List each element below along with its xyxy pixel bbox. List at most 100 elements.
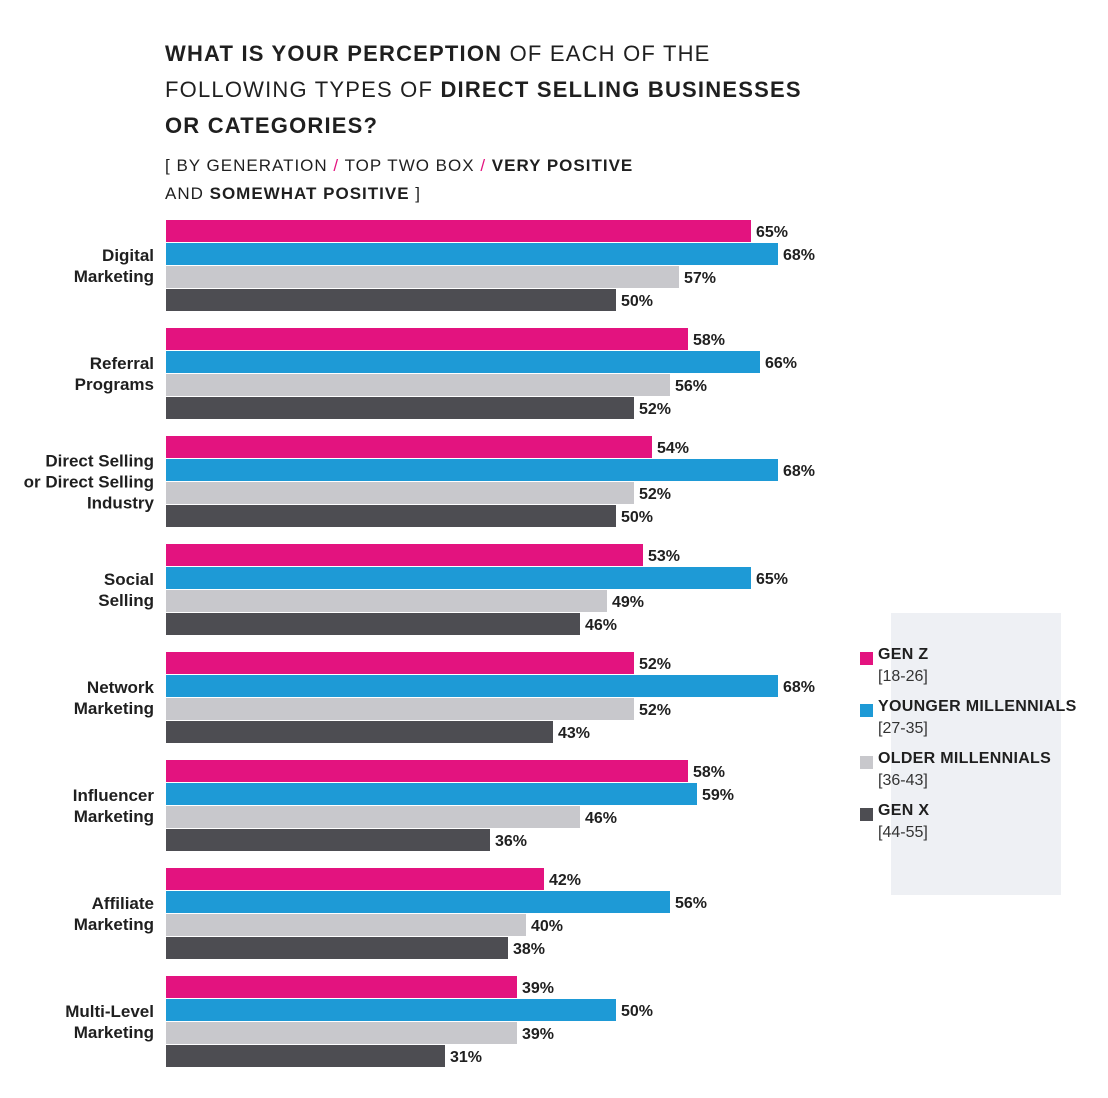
legend-range: [18-26] bbox=[878, 668, 928, 685]
bar bbox=[166, 220, 751, 242]
chart-subtitle: [ By generation / Top two box / Very pos… bbox=[165, 152, 805, 208]
bar bbox=[166, 783, 697, 805]
subtitle-close: ] bbox=[409, 184, 421, 203]
subtitle-part-2: Top two box bbox=[344, 156, 475, 175]
value-label: 39% bbox=[522, 980, 554, 997]
category-label: Influencer Marketing bbox=[73, 786, 155, 826]
legend-range: [36-43] bbox=[878, 772, 928, 789]
bar bbox=[166, 652, 634, 674]
bar bbox=[166, 999, 616, 1021]
bar bbox=[166, 351, 760, 373]
bar bbox=[166, 698, 634, 720]
category-label: Referral Programs bbox=[75, 354, 154, 394]
value-label: 50% bbox=[621, 293, 653, 310]
legend-range: [44-55] bbox=[878, 824, 928, 841]
bar bbox=[166, 891, 670, 913]
subtitle-part-4: and bbox=[165, 184, 210, 203]
category-label: Affiliate Marketing bbox=[74, 894, 154, 934]
value-label: 58% bbox=[693, 332, 725, 349]
value-label: 52% bbox=[639, 486, 671, 503]
bar bbox=[166, 436, 652, 458]
category-label: Digital Marketing bbox=[74, 246, 154, 286]
bar bbox=[166, 675, 778, 697]
subtitle-slash-1: / bbox=[327, 156, 345, 175]
bar bbox=[166, 397, 634, 419]
value-label: 58% bbox=[693, 764, 725, 781]
title-part-1: What is your perception bbox=[165, 41, 503, 66]
bar bbox=[166, 590, 607, 612]
value-label: 56% bbox=[675, 895, 707, 912]
value-label: 46% bbox=[585, 810, 617, 827]
legend-label: GEN Z bbox=[878, 646, 929, 663]
bar bbox=[166, 243, 778, 265]
bar bbox=[166, 868, 544, 890]
legend-swatch bbox=[860, 704, 873, 717]
value-label: 52% bbox=[639, 401, 671, 418]
value-label: 52% bbox=[639, 702, 671, 719]
category-label: Multi-Level Marketing bbox=[65, 1002, 154, 1042]
legend-range: [27-35] bbox=[878, 720, 928, 737]
value-label: 43% bbox=[558, 725, 590, 742]
value-label: 52% bbox=[639, 656, 671, 673]
bar bbox=[166, 806, 580, 828]
bar bbox=[166, 328, 688, 350]
value-label: 59% bbox=[702, 787, 734, 804]
bar bbox=[166, 459, 778, 481]
value-label: 50% bbox=[621, 1003, 653, 1020]
value-label: 31% bbox=[450, 1049, 482, 1066]
chart-title: What is your perception of each of the f… bbox=[165, 36, 805, 144]
value-label: 65% bbox=[756, 571, 788, 588]
subtitle-part-5: somewhat positive bbox=[209, 184, 410, 203]
value-label: 68% bbox=[783, 247, 815, 264]
bar bbox=[166, 760, 688, 782]
value-label: 49% bbox=[612, 594, 644, 611]
bar bbox=[166, 1045, 445, 1067]
subtitle-part-1: By generation bbox=[176, 156, 328, 175]
value-label: 38% bbox=[513, 941, 545, 958]
bar bbox=[166, 482, 634, 504]
value-label: 54% bbox=[657, 440, 689, 457]
value-label: 53% bbox=[648, 548, 680, 565]
value-label: 68% bbox=[783, 463, 815, 480]
value-label: 56% bbox=[675, 378, 707, 395]
category-label: Network Marketing bbox=[74, 678, 155, 718]
value-label: 65% bbox=[756, 224, 788, 241]
subtitle-part-3: Very positive bbox=[491, 156, 634, 175]
legend-label: GEN X bbox=[878, 802, 930, 819]
category-label: Social Selling bbox=[98, 570, 154, 610]
value-label: 36% bbox=[495, 833, 527, 850]
bar bbox=[166, 976, 517, 998]
bar bbox=[166, 266, 679, 288]
legend-swatch bbox=[860, 756, 873, 769]
value-label: 46% bbox=[585, 617, 617, 634]
title-part-2: of each of the following types of bbox=[165, 41, 711, 102]
bar bbox=[166, 613, 580, 635]
value-label: 39% bbox=[522, 1026, 554, 1043]
subtitle-slash-2: / bbox=[474, 156, 492, 175]
legend-panel bbox=[891, 613, 1061, 895]
value-label: 42% bbox=[549, 872, 581, 889]
bar bbox=[166, 374, 670, 396]
bar bbox=[166, 937, 508, 959]
value-label: 57% bbox=[684, 270, 716, 287]
bar bbox=[166, 505, 616, 527]
legend-label: OLDER MILLENNIALS bbox=[878, 750, 1052, 767]
value-label: 68% bbox=[783, 679, 815, 696]
bar bbox=[166, 289, 616, 311]
bar bbox=[166, 829, 490, 851]
subtitle-open: [ bbox=[165, 156, 177, 175]
value-label: 66% bbox=[765, 355, 797, 372]
bar bbox=[166, 1022, 517, 1044]
value-label: 40% bbox=[531, 918, 563, 935]
bar bbox=[166, 721, 553, 743]
bar bbox=[166, 914, 526, 936]
bar bbox=[166, 567, 751, 589]
value-label: 50% bbox=[621, 509, 653, 526]
legend-label: YOUNGER MILLENNIALS bbox=[878, 698, 1077, 715]
legend-swatch bbox=[860, 808, 873, 821]
category-label: Direct Selling or Direct Selling Industry bbox=[24, 452, 155, 513]
legend-swatch bbox=[860, 652, 873, 665]
bar bbox=[166, 544, 643, 566]
title-part-3: direct selling businesses or categories? bbox=[165, 77, 802, 138]
